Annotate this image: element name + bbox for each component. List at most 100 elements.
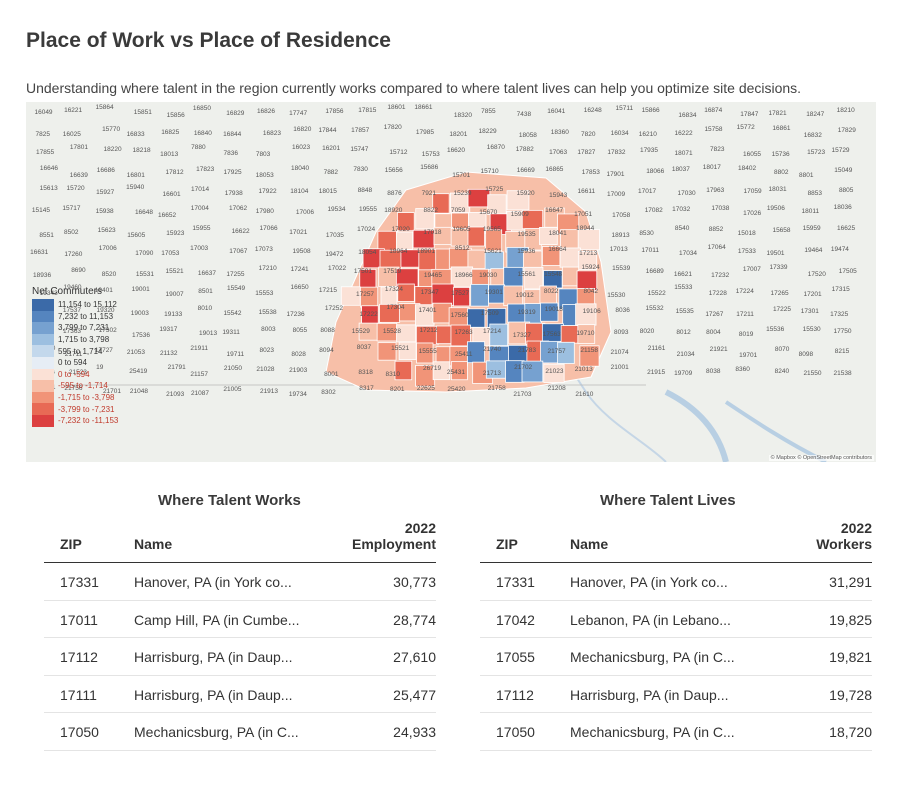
zip-label: 17985	[415, 128, 434, 136]
table-row[interactable]: 17011 Camp Hill, PA (in Cumbe... 28,774	[44, 601, 436, 639]
zip-label: 16850	[192, 105, 211, 113]
legend-item: -595 to -1,714	[32, 380, 142, 392]
legend-item: 595 to 1,714	[32, 345, 142, 357]
zip-label: 17062	[229, 204, 248, 212]
table-row[interactable]: 17331 Hanover, PA (in York co... 30,773	[44, 563, 436, 601]
zip-label: 18966	[454, 271, 473, 279]
zip-label: 15736	[771, 150, 790, 158]
table-row[interactable]: 17042 Lebanon, PA (in Lebano... 19,825	[480, 601, 872, 639]
zip-label: 8001	[324, 371, 339, 379]
zip-label: 8094	[319, 347, 334, 355]
zip-area	[539, 227, 558, 245]
work-section-title: Where Talent Works	[158, 492, 301, 509]
zip-label: 17537	[62, 307, 81, 315]
zip-label: 18402	[738, 165, 757, 173]
zip-label: 16648	[134, 208, 154, 216]
zip-label: 15531	[135, 271, 154, 279]
zip-label: 19734	[288, 390, 307, 398]
zip-label: 17013	[609, 245, 628, 253]
zip-label: 16055	[742, 150, 762, 158]
zip-label: 8003	[261, 325, 276, 333]
zip-label: 15623	[97, 226, 116, 234]
zip-label: 7823	[710, 146, 725, 154]
zip-label: 17533	[737, 248, 756, 256]
zip-label: 17051	[574, 210, 593, 218]
lives-col-zip[interactable]: ZIP	[496, 536, 518, 552]
legend-swatch	[32, 322, 54, 334]
lives-col-year[interactable]: 2022	[840, 520, 872, 536]
map-attribution[interactable]: © Mapbox © OpenStreetMap contributors	[768, 455, 874, 461]
zip-label: 16049	[34, 108, 53, 116]
zip-label: 21791	[167, 364, 186, 372]
work-col-name[interactable]: Name	[134, 536, 173, 552]
zip-label: 17255	[226, 270, 245, 278]
zip-label: 15717	[62, 204, 81, 212]
zip-label: 19709	[674, 369, 693, 377]
zip-label: 17252	[324, 305, 343, 313]
zip-label: 15943	[549, 191, 568, 199]
zip-cell: 17050	[496, 724, 535, 741]
name-cell: Mechanicsburg, PA (in C...	[134, 724, 299, 741]
table-row[interactable]: 17050 Mechanicsburg, PA (in C... 18,720	[480, 713, 872, 751]
zip-area	[577, 229, 600, 251]
zip-label: 21208	[547, 384, 566, 392]
zip-label: 16844	[223, 131, 242, 138]
commuter-map[interactable]: 16049 16221 15864 15851 15856 16850 16829 16826…	[26, 102, 876, 462]
legend-item: 7,232 to 11,153	[32, 310, 142, 323]
zip-label: 16686	[96, 167, 115, 175]
zip-label: 8240	[774, 368, 790, 376]
table-row[interactable]: 17050 Mechanicsburg, PA (in C... 24,933	[44, 713, 436, 751]
zip-label: 18037	[671, 166, 690, 174]
map-choropleth[interactable]	[26, 102, 876, 462]
lives-col-name[interactable]: Name	[570, 536, 609, 552]
zip-area	[521, 360, 544, 383]
zip-label: 17213	[579, 250, 598, 258]
zip-label: 17827	[577, 149, 596, 157]
zip-label: 15535	[675, 308, 694, 316]
zip-label: 16652	[158, 211, 177, 219]
page-subtitle: Understanding where talent in the region…	[26, 80, 802, 96]
table-row[interactable]: 17112 Harrisburg, PA (in Daup... 27,610	[44, 638, 436, 676]
legend-label: -3,799 to -7,231	[58, 404, 115, 414]
zip-label: 17066	[259, 225, 278, 233]
legend-label: -595 to -1,714	[58, 381, 108, 391]
lives-col-workers[interactable]: Workers	[816, 536, 872, 552]
zip-label: 16689	[645, 268, 664, 275]
zip-label: 15936	[517, 247, 536, 255]
table-row[interactable]: 17055 Mechanicsburg, PA (in C... 19,821	[480, 638, 872, 676]
table-row[interactable]: 17331 Hanover, PA (in York co... 31,291	[480, 563, 872, 601]
zip-label: 15548	[544, 270, 563, 278]
zip-label: 21921	[709, 346, 728, 354]
zip-label: 16210	[638, 130, 657, 138]
work-col-zip[interactable]: ZIP	[60, 536, 82, 552]
zip-area	[435, 325, 453, 345]
zip-area	[394, 360, 413, 381]
legend-item: 3,799 to 7,231	[32, 322, 142, 334]
zip-label: 19003	[130, 309, 149, 317]
zip-label: 8310	[385, 371, 400, 379]
zip-label: 19301	[484, 289, 503, 297]
table-row[interactable]: 17111 Harrisburg, PA (in Daup... 25,477	[44, 676, 436, 714]
zip-label: 18210	[836, 107, 855, 115]
zip-label: 21158	[580, 346, 599, 354]
zip-label: 16611	[577, 187, 596, 195]
work-col-employment[interactable]: Employment	[351, 536, 436, 552]
zip-cell: 17112	[496, 686, 534, 703]
zip-area	[377, 342, 397, 361]
zip-area	[579, 345, 600, 367]
zip-label: 17501	[353, 267, 372, 275]
zip-label: 19565	[482, 226, 501, 234]
zip-label: 18247	[806, 110, 825, 118]
zip-label: 17067	[229, 247, 248, 255]
zip-label: 18220	[103, 146, 122, 154]
zip-area	[397, 283, 415, 302]
zip-label: 19013	[199, 330, 218, 338]
zip-label: 19460	[63, 284, 82, 292]
zip-label: 17829	[837, 126, 856, 134]
zip-label: 15729	[831, 147, 850, 155]
table-row[interactable]: 17112 Harrisburg, PA (in Daup... 19,728	[480, 676, 872, 714]
zip-label: 17260	[64, 250, 83, 258]
work-col-year[interactable]: 2022	[404, 520, 436, 536]
zip-label: 8022	[543, 288, 559, 296]
zip-label: 21915	[647, 368, 666, 376]
